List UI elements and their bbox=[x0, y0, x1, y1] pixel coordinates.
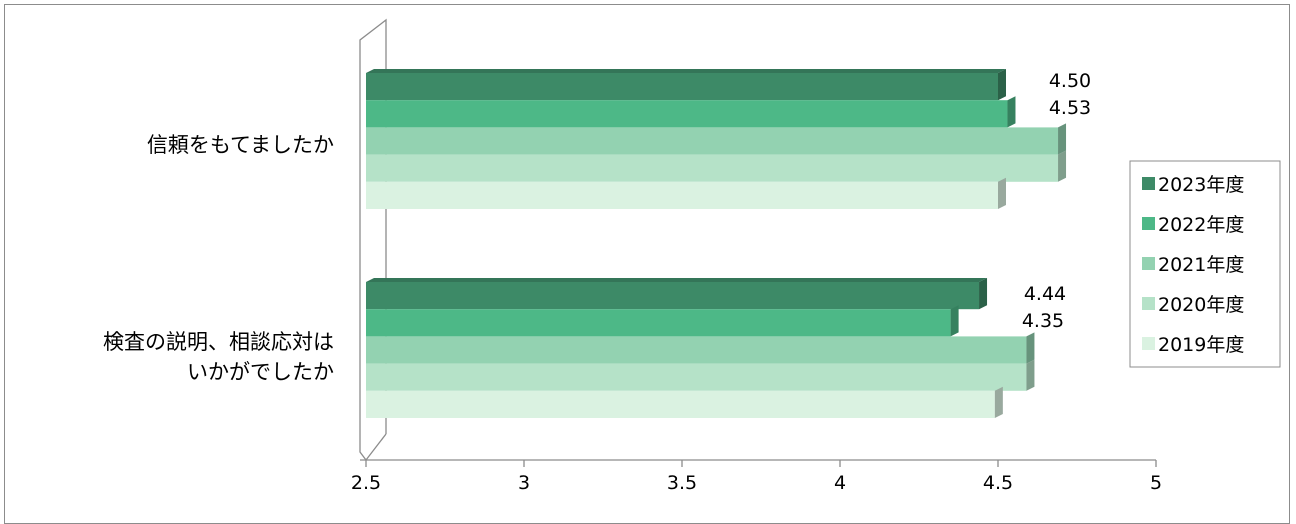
legend-swatch bbox=[1142, 337, 1155, 350]
x-tick-label: 3.5 bbox=[667, 472, 697, 494]
bar-side-face bbox=[1007, 96, 1016, 128]
bar-top-face bbox=[366, 278, 988, 282]
legend-label: 2019年度 bbox=[1158, 334, 1244, 356]
bar bbox=[366, 100, 1008, 128]
category-label: 検査の説明、相談応対は bbox=[103, 330, 334, 354]
bar bbox=[366, 390, 995, 418]
bar-side-face bbox=[994, 386, 1003, 418]
chart-root: 2.5 3 3.5 4 4.5 5 4.50 4.44 4.53 4.35 信頼をもてましたか検査の… bbox=[4, 4, 1290, 524]
bar bbox=[366, 154, 1059, 182]
category-label: いかがでしたか bbox=[187, 360, 334, 384]
bar bbox=[366, 336, 1027, 364]
bar bbox=[366, 363, 1027, 391]
legend-label: 2021年度 bbox=[1158, 254, 1244, 276]
data-label: 4.53 bbox=[1049, 97, 1091, 119]
bar-side-face bbox=[998, 69, 1006, 101]
bar-side-face bbox=[1026, 332, 1035, 364]
bar bbox=[366, 282, 980, 310]
legend-label: 2020年度 bbox=[1158, 294, 1244, 316]
bar-side-face bbox=[1026, 359, 1035, 391]
legend-swatch bbox=[1142, 177, 1155, 190]
bar-side-face bbox=[998, 177, 1006, 209]
x-tick-label: 4.5 bbox=[983, 472, 1013, 494]
bar-top-face bbox=[366, 69, 1006, 73]
x-tick-label: 2.5 bbox=[351, 472, 381, 494]
bar-side-face bbox=[1058, 123, 1067, 155]
legend-swatch bbox=[1142, 257, 1155, 270]
x-tick-label: 4 bbox=[834, 472, 846, 494]
x-tick-label: 3 bbox=[518, 472, 530, 494]
category-label: 信頼をもてましたか bbox=[147, 133, 334, 157]
legend-swatch bbox=[1142, 217, 1155, 230]
data-label: 4.35 bbox=[1022, 310, 1064, 332]
plot-floor-edge bbox=[365, 433, 387, 461]
bar bbox=[366, 181, 998, 209]
data-label: 4.50 bbox=[1049, 70, 1091, 92]
bar-side-face bbox=[1058, 150, 1067, 182]
data-label: 4.44 bbox=[1024, 283, 1066, 305]
legend-label: 2022年度 bbox=[1158, 214, 1244, 236]
legend-swatch bbox=[1142, 297, 1155, 310]
x-tick-label: 5 bbox=[1150, 472, 1162, 494]
bar-side-face bbox=[950, 305, 959, 337]
legend-label: 2023年度 bbox=[1158, 174, 1244, 196]
bar bbox=[366, 73, 998, 101]
chart-svg: 2.5 3 3.5 4 4.5 5 4.50 4.44 4.53 4.35 信頼をもてましたか検査の… bbox=[103, 18, 1281, 494]
bar bbox=[366, 127, 1059, 155]
bar-side-face bbox=[979, 278, 988, 310]
bar bbox=[366, 309, 951, 337]
